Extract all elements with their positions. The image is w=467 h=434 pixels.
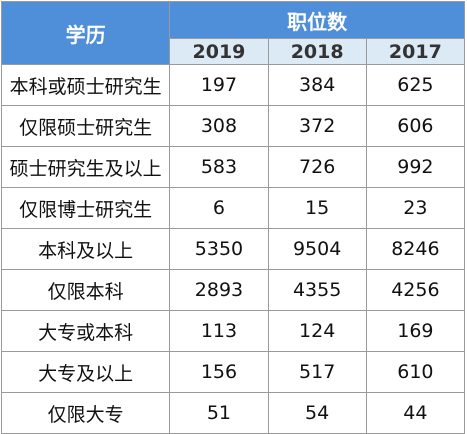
- value-cell: 726: [267, 146, 367, 188]
- value-cell: 44: [365, 392, 466, 434]
- value-cell: 197: [169, 64, 269, 106]
- education-cell: 大专或本科: [0, 310, 171, 352]
- education-cell: 大专及以上: [0, 351, 171, 393]
- value-cell: 113: [169, 310, 269, 352]
- value-cell: 8246: [365, 228, 466, 270]
- education-cell: 仅限本科: [0, 269, 171, 311]
- value-cell: 156: [169, 351, 269, 393]
- value-cell: 6: [169, 187, 269, 229]
- value-cell: 372: [267, 105, 367, 147]
- value-cell: 2893: [169, 269, 269, 311]
- year-header: 2019: [169, 38, 269, 65]
- education-cell: 仅限博士研究生: [0, 187, 171, 229]
- table-row: 仅限大专 51 54 44: [0, 392, 466, 434]
- value-cell: 4355: [267, 269, 367, 311]
- education-cell: 仅限大专: [0, 392, 171, 434]
- table-row: 本科及以上 5350 9504 8246: [0, 228, 466, 270]
- value-cell: 610: [365, 351, 466, 393]
- value-cell: 23: [365, 187, 466, 229]
- value-cell: 992: [365, 146, 466, 188]
- value-cell: 5350: [169, 228, 269, 270]
- table-row: 仅限本科 2893 4355 4256: [0, 269, 466, 311]
- education-cell: 本科及以上: [0, 228, 171, 270]
- header-row: 学历 职位数: [0, 1, 465, 65]
- header-positions: 职位数: [169, 1, 465, 39]
- value-cell: 583: [169, 146, 269, 188]
- value-cell: 15: [267, 187, 367, 229]
- value-cell: 169: [365, 310, 466, 352]
- value-cell: 54: [267, 392, 367, 434]
- value-cell: 308: [169, 105, 269, 147]
- value-cell: 4256: [365, 269, 466, 311]
- value-cell: 517: [267, 351, 367, 393]
- table-row: 本科或硕士研究生 197 384 625: [0, 64, 466, 106]
- education-cell: 仅限硕士研究生: [0, 105, 171, 147]
- value-cell: 51: [169, 392, 269, 434]
- value-cell: 606: [365, 105, 466, 147]
- table-row: 硕士研究生及以上 583 726 992: [0, 146, 466, 188]
- value-cell: 124: [267, 310, 367, 352]
- table-row: 大专或本科 113 124 169: [0, 310, 466, 352]
- table-row: 大专及以上 156 517 610: [0, 351, 466, 393]
- year-header-row: 2019 2018 2017: [2, 38, 466, 65]
- value-cell: 625: [365, 64, 466, 106]
- value-cell: 384: [267, 64, 367, 106]
- year-header: 2017: [365, 38, 466, 65]
- education-cell: 本科或硕士研究生: [0, 64, 171, 106]
- education-cell: 硕士研究生及以上: [0, 146, 171, 188]
- table-row: 仅限博士研究生 6 15 23: [0, 187, 466, 229]
- year-header: 2018: [267, 38, 367, 65]
- header-education: 学历: [0, 1, 171, 65]
- value-cell: 9504: [267, 228, 367, 270]
- table-row: 仅限硕士研究生 308 372 606: [0, 105, 466, 147]
